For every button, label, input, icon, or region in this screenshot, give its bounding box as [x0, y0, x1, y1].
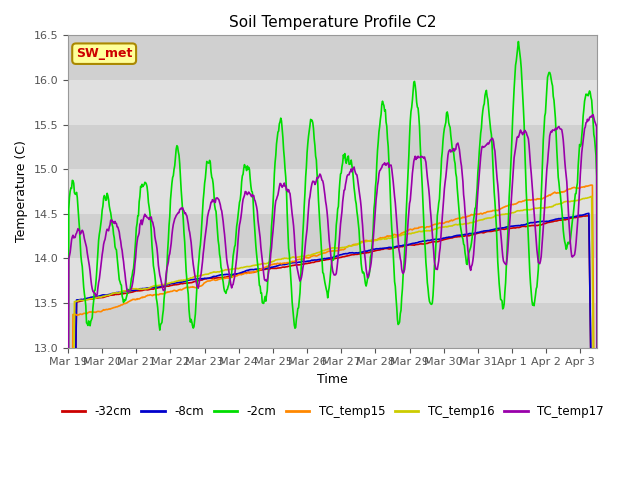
- Text: SW_met: SW_met: [76, 47, 132, 60]
- X-axis label: Time: Time: [317, 373, 348, 386]
- Legend: -32cm, -8cm, -2cm, TC_temp15, TC_temp16, TC_temp17: -32cm, -8cm, -2cm, TC_temp15, TC_temp16,…: [57, 400, 609, 423]
- Bar: [68, 169, 597, 214]
- Bar: [68, 258, 597, 303]
- Bar: [68, 124, 597, 169]
- Bar: [68, 36, 597, 80]
- Y-axis label: Temperature (C): Temperature (C): [15, 141, 28, 242]
- Bar: [68, 80, 597, 124]
- Bar: [68, 303, 597, 348]
- Title: Soil Temperature Profile C2: Soil Temperature Profile C2: [229, 15, 436, 30]
- Bar: [68, 214, 597, 258]
